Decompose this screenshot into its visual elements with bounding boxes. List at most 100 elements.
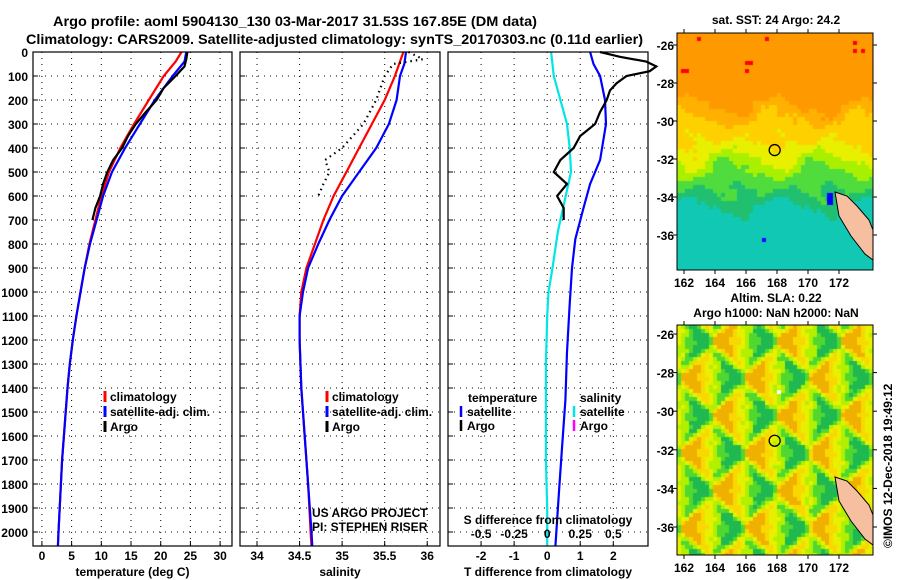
x2-tick-label: 0.25 (569, 527, 593, 541)
map2-title2: Argo h1000: NaN h2000: NaN (693, 306, 858, 320)
title-line2: Climatology: CARS2009. Satellite-adjuste… (26, 31, 643, 47)
x-tick-label: 5 (68, 549, 75, 563)
x-tick-label: 0 (39, 549, 46, 563)
x-axis-label: T difference from climatology (464, 565, 632, 579)
legend-temperature-item: satellite-adj. clim. (110, 405, 210, 419)
series-line-temperature-argo (552, 50, 659, 220)
x2-tick-label: -0.25 (500, 527, 528, 541)
legend-temperature-item: Argo (467, 419, 495, 433)
series-line-argo (317, 51, 427, 197)
map-lon-label: 166 (736, 276, 756, 290)
y-tick-label: 1200 (1, 334, 28, 348)
legend-salinity-item: satellite (580, 405, 625, 419)
map-lat-label: -30 (657, 405, 675, 419)
y-tick-label: 800 (8, 238, 28, 252)
y-tick-label: 200 (8, 94, 28, 108)
map2-title1: Altim. SLA: 0.22 (730, 291, 822, 305)
legend-temperature-item: climatology (110, 390, 177, 404)
sla-map (677, 325, 873, 555)
map-lat-label: -34 (657, 191, 675, 205)
series-line-salinity-satellite (544, 51, 573, 547)
map-lon-label: 162 (674, 561, 694, 575)
x-tick-label: 35 (335, 549, 349, 563)
series-line-temperature-satellite (554, 51, 608, 547)
map-lon-label: 162 (674, 276, 694, 290)
credit-text: ©IMOS 12-Dec-2018 19:49:12 (881, 383, 895, 548)
legend-salinity-item: Argo (332, 420, 360, 434)
y-tick-label: 500 (8, 166, 28, 180)
x-tick-label: -2 (476, 549, 487, 563)
map-lat-label: -34 (657, 482, 675, 496)
panel-frame (239, 51, 441, 547)
x-axis-label: salinity (319, 565, 361, 579)
y-tick-label: 300 (8, 118, 28, 132)
map-lat-label: -36 (657, 521, 675, 535)
map-lon-label: 166 (736, 561, 756, 575)
x-tick-label: 0 (544, 549, 551, 563)
map-lon-label: 170 (798, 276, 818, 290)
panel-frame (32, 51, 233, 547)
y-tick-label: 700 (8, 214, 28, 228)
y-tick-label: 1600 (1, 430, 28, 444)
float-location-marker (768, 143, 781, 157)
map-lon-label: 164 (705, 276, 725, 290)
y-tick-label: 0 (21, 46, 28, 60)
map-lon-label: 172 (829, 561, 849, 575)
x-tick-label: -1 (509, 549, 520, 563)
series-line-argo (91, 51, 189, 221)
map-lon-label: 170 (798, 561, 818, 575)
annotation-pi: PI: STEPHEN RISER (312, 520, 428, 534)
sst-map (677, 33, 873, 270)
series-line-satellite-adj-clim- (56, 51, 188, 547)
x-tick-label: 10 (95, 549, 109, 563)
x-tick-label: 20 (154, 549, 168, 563)
legend-salinity-item: satellite-adj. clim. (332, 405, 432, 419)
panel-frame (447, 51, 649, 547)
y-tick-label: 1700 (1, 454, 28, 468)
legend-temperature-title: temperature (468, 391, 538, 405)
map-lat-label: -26 (657, 39, 675, 53)
float-location-marker (768, 434, 781, 447)
x-tick-label: 34 (250, 549, 264, 563)
legend-salinity-item: Argo (580, 419, 608, 433)
map1-title: sat. SST: 24 Argo: 24.2 (712, 13, 841, 27)
map-lat-label: -26 (657, 328, 675, 342)
y-tick-label: 1100 (2, 310, 28, 324)
x2-tick-label: 0 (544, 527, 551, 541)
map-lat-label: -30 (657, 115, 675, 129)
coastline-new-caledonia (834, 191, 874, 261)
x-tick-label: 34.5 (288, 549, 312, 563)
x-tick-label: 36 (421, 549, 435, 563)
x-tick-label: 2 (610, 549, 617, 563)
y-tick-label: 1400 (1, 382, 28, 396)
map-frame (676, 32, 874, 271)
x-tick-label: 25 (184, 549, 198, 563)
y-tick-label: 100 (8, 70, 28, 84)
y-tick-label: 1500 (1, 406, 28, 420)
title-line1: Argo profile: aoml 5904130_130 03-Mar-20… (53, 13, 537, 29)
series-line-satellite-adj-clim- (298, 51, 408, 547)
map-lat-label: -28 (657, 77, 675, 91)
y-tick-label: 1800 (1, 478, 28, 492)
legend-temperature-item: satellite (467, 405, 512, 419)
map-lat-label: -28 (657, 367, 675, 381)
map-lat-label: -32 (657, 444, 675, 458)
x-axis-label: temperature (deg C) (75, 565, 189, 579)
x2-tick-label: -0.5 (471, 527, 492, 541)
series-line-climatology (56, 51, 183, 547)
coastline-new-caledonia (834, 476, 874, 546)
map-frame (676, 324, 874, 556)
map-lon-label: 172 (829, 276, 849, 290)
x-tick-label: 30 (213, 549, 227, 563)
map-lon-label: 168 (767, 561, 787, 575)
y-tick-label: 900 (8, 262, 28, 276)
x2-axis-label: S difference from climatology (464, 513, 633, 527)
x-tick-label: 35.5 (373, 549, 397, 563)
legend-temperature-item: Argo (110, 420, 138, 434)
y-tick-label: 400 (8, 142, 28, 156)
x-tick-label: 1 (577, 549, 584, 563)
map-lat-label: -32 (657, 153, 675, 167)
map-lon-label: 168 (767, 276, 787, 290)
